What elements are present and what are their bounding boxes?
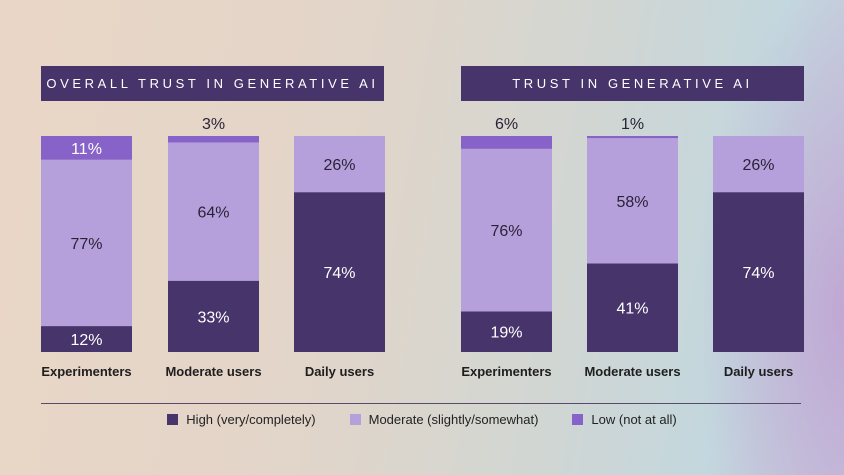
- legend-swatch-high: [167, 413, 179, 425]
- data-label-high: 74%: [742, 265, 774, 282]
- bar-segment-low: [587, 136, 678, 139]
- chart-title-overall: OVERALL TRUST IN GENERATIVE AI: [41, 66, 384, 101]
- divider: [41, 403, 801, 404]
- bar-segment-high: [41, 326, 132, 352]
- bar-segment-high: [461, 311, 552, 352]
- bar-segment-high: [168, 280, 259, 352]
- data-label-high: 19%: [490, 325, 522, 342]
- legend-item-low: Low (not at all): [572, 410, 677, 428]
- bar-segment-moderate: [294, 136, 385, 193]
- data-label-low: 11%: [71, 141, 102, 158]
- bar-segment-moderate: [168, 142, 259, 281]
- legend-swatch-moderate: [349, 413, 361, 425]
- bar-segment-moderate: [587, 138, 678, 264]
- legend-item-high: High (very/completely): [167, 410, 316, 428]
- chart-title-trust: TRUST IN GENERATIVE AI: [461, 66, 804, 101]
- bar-segment-low: [168, 136, 259, 143]
- legend-item-moderate: Moderate (slightly/somewhat): [349, 410, 539, 428]
- legend-label: High (very/completely): [186, 411, 316, 427]
- category-label: Moderate users: [165, 364, 261, 379]
- bar-segment-low: [461, 136, 552, 149]
- bar-segment-moderate: [713, 136, 804, 193]
- category-label: Moderate users: [584, 364, 680, 379]
- bar-segment-high: [587, 263, 678, 352]
- category-label: Experimenters: [41, 364, 131, 379]
- legend-label: Moderate (slightly/somewhat): [368, 411, 539, 427]
- legend: High (very/completely) Moderate (slightl…: [0, 410, 844, 428]
- data-label-low: 1%: [621, 116, 644, 133]
- data-label-moderate: 64%: [197, 205, 229, 222]
- data-label-moderate: 26%: [742, 157, 774, 174]
- data-label-high: 41%: [616, 301, 648, 318]
- legend-label: Low (not at all): [591, 411, 677, 427]
- data-label-moderate: 58%: [616, 194, 648, 211]
- bar-segment-high: [713, 192, 804, 352]
- data-label-moderate: 76%: [490, 223, 522, 240]
- bar-segment-moderate: [461, 148, 552, 312]
- category-label: Experimenters: [461, 364, 551, 379]
- category-label: Daily users: [724, 364, 793, 379]
- bar-segment-low: [41, 136, 132, 160]
- bar-segment-moderate: [41, 159, 132, 327]
- legend-swatch-low: [572, 413, 584, 425]
- data-label-low: 6%: [495, 116, 518, 133]
- data-label-high: 12%: [70, 332, 102, 349]
- data-label-moderate: 26%: [323, 157, 355, 174]
- category-label: Daily users: [305, 364, 374, 379]
- data-label-low: 3%: [202, 116, 225, 133]
- data-label-high: 33%: [197, 309, 229, 326]
- data-label-high: 74%: [323, 265, 355, 282]
- data-label-moderate: 77%: [70, 236, 102, 253]
- bar-segment-high: [294, 192, 385, 352]
